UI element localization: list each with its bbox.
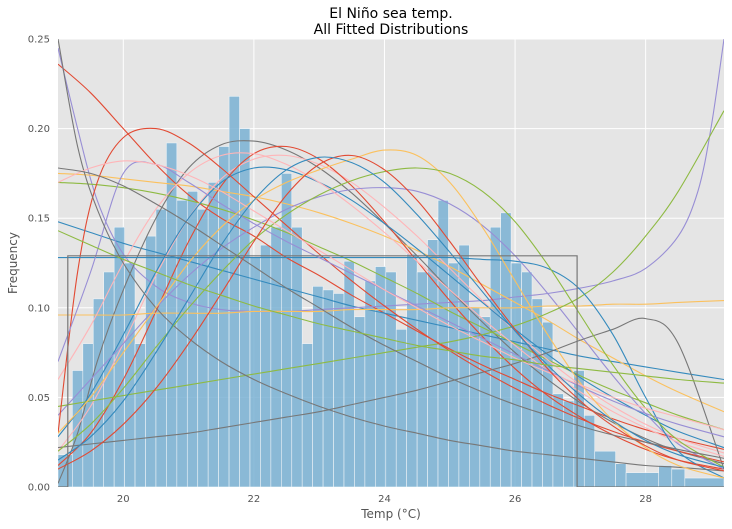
histogram-bar <box>134 343 146 487</box>
fitted-curve <box>58 145 724 470</box>
y-tick-label: 0.15 <box>28 214 50 225</box>
fitted-curve <box>58 140 724 484</box>
x-tick-label: 20 <box>117 494 130 505</box>
fitted-curve <box>58 167 724 468</box>
fitted-curve <box>58 110 724 407</box>
histogram-bar <box>281 173 293 487</box>
histogram-bar <box>176 199 188 487</box>
fitted-curve <box>58 156 724 468</box>
histogram-bar <box>239 128 251 487</box>
histogram-bar <box>249 257 261 487</box>
x-tick-label: 26 <box>509 494 522 505</box>
chart-title-line-2: All Fitted Distributions <box>314 22 469 38</box>
fitted-curve <box>58 256 724 479</box>
histogram-bar <box>312 285 324 487</box>
fitted-curve <box>58 39 724 472</box>
fitted-curve <box>58 230 724 384</box>
histogram-bar <box>615 463 627 487</box>
x-axis-label: Temp (°C) <box>360 507 421 521</box>
histogram-bar <box>385 271 397 487</box>
histogram-bar <box>458 244 470 487</box>
x-tick-label: 22 <box>248 494 261 505</box>
fitted-curve <box>58 160 724 431</box>
fitted-curve <box>58 172 724 413</box>
fitted-curve <box>58 167 724 459</box>
histogram-bar <box>395 329 407 487</box>
histogram-bar <box>671 468 686 487</box>
y-tick-label: 0.10 <box>28 303 50 314</box>
fitted-curves <box>58 39 724 487</box>
histogram-bar <box>594 450 616 487</box>
histogram-bar <box>228 96 240 487</box>
fitted-curve-uniform <box>58 255 724 487</box>
histogram-bar <box>207 182 219 487</box>
y-axis-label: Frequency <box>6 232 20 294</box>
fitted-curve <box>58 181 724 431</box>
x-tick-label: 28 <box>639 494 652 505</box>
y-tick-label: 0.05 <box>28 393 50 404</box>
fitted-curve <box>58 152 724 458</box>
histogram-bar <box>364 280 376 487</box>
chart-title-line-1: El Niño sea temp. <box>329 6 452 22</box>
fitted-curve <box>58 149 724 479</box>
histogram-bar <box>658 465 673 487</box>
fitted-curve <box>58 154 724 454</box>
fitted-curve <box>58 154 724 472</box>
fitted-curve <box>58 300 724 316</box>
y-tick-label: 0.00 <box>28 483 50 494</box>
histogram-bar <box>322 289 334 487</box>
histogram-bar <box>218 146 230 487</box>
y-tick-label: 0.20 <box>28 124 50 135</box>
fitted-curve <box>58 127 724 463</box>
histogram-bar <box>625 472 660 487</box>
histogram-bar <box>531 298 543 487</box>
fitted-curve <box>58 317 724 470</box>
fitted-curve <box>58 166 724 449</box>
histogram-bar <box>684 477 724 487</box>
histogram-bar <box>72 370 84 487</box>
histogram-bar <box>343 260 355 487</box>
histogram-bar <box>155 208 167 487</box>
x-tick-label: 24 <box>378 494 391 505</box>
y-tick-label: 0.25 <box>28 35 50 46</box>
histogram-bar <box>113 226 125 487</box>
fitted-curve <box>58 39 724 313</box>
histogram-bar <box>270 226 282 487</box>
axis-ticks: 20 22 24 26 28 0.00 0.05 0.10 0.15 0.20 0.25 <box>28 35 652 506</box>
histogram-bar <box>583 415 596 487</box>
fitted-curve <box>58 187 724 470</box>
